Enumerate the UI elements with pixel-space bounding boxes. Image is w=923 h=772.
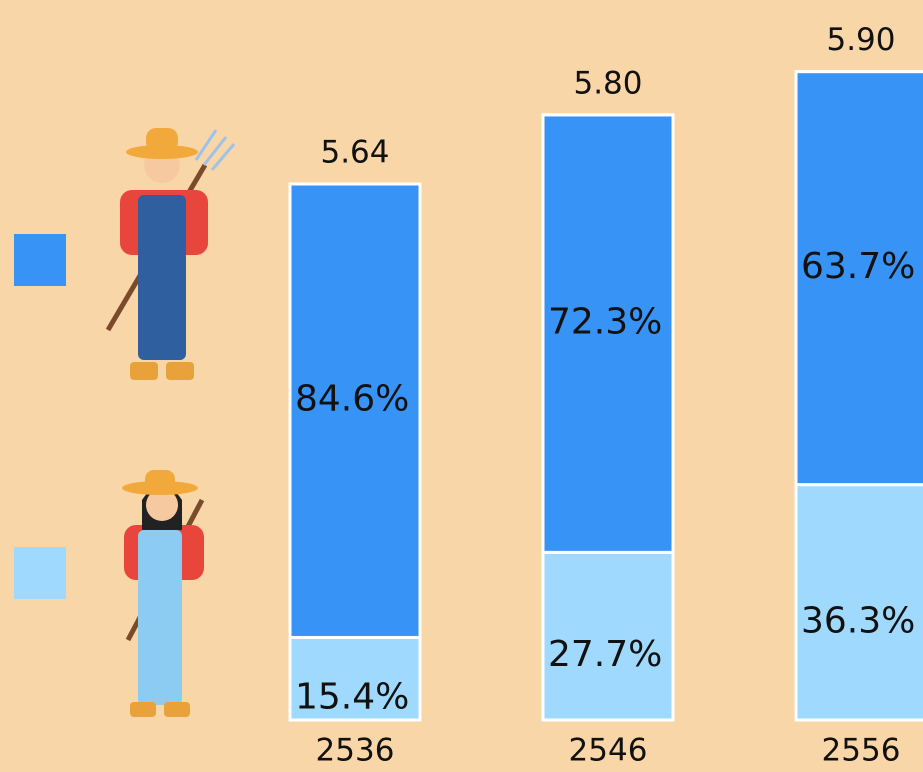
total-label: 5.80 bbox=[573, 65, 642, 101]
value-label: 63.7% bbox=[801, 246, 915, 287]
value-label: 84.6% bbox=[295, 379, 409, 420]
total-label: 5.64 bbox=[320, 135, 389, 171]
total-label: 5.90 bbox=[826, 22, 895, 58]
legend-swatch bbox=[14, 547, 66, 599]
value-label: 27.7% bbox=[548, 634, 662, 675]
value-label: 36.3% bbox=[801, 600, 915, 641]
legend-swatch bbox=[14, 234, 66, 286]
value-label: 72.3% bbox=[548, 302, 662, 343]
value-label: 15.4% bbox=[295, 677, 409, 718]
bar-total bbox=[288, 182, 422, 722]
x-tick-label: 2556 bbox=[822, 733, 901, 769]
bar-total bbox=[794, 70, 923, 722]
female-farmer-icon bbox=[122, 470, 205, 717]
bar-total bbox=[541, 113, 675, 722]
x-tick-label: 2536 bbox=[316, 733, 395, 769]
x-tick-label: 2546 bbox=[569, 733, 648, 769]
male-farmer-icon bbox=[105, 128, 236, 380]
